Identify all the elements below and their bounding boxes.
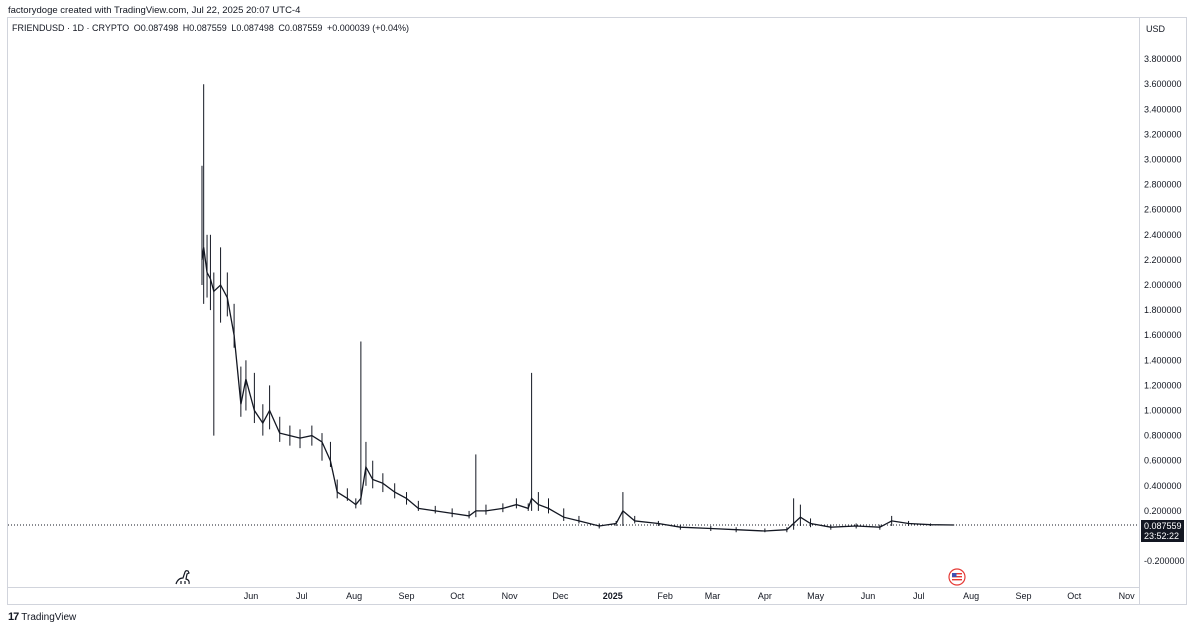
y-tick-label: 1.800000 [1144, 305, 1182, 315]
x-tick-label: Nov [502, 591, 519, 601]
y-tick-label: 2.600000 [1144, 205, 1182, 215]
x-tick-label: Mar [705, 591, 721, 601]
y-tick-label: 1.200000 [1144, 380, 1182, 390]
y-tick-label: 2.800000 [1144, 180, 1182, 190]
x-tick-label: Apr [758, 591, 772, 601]
y-tick-label: 3.200000 [1144, 129, 1182, 139]
y-tick-label: 0.800000 [1144, 431, 1182, 441]
y-tick-label: -0.200000 [1144, 556, 1185, 566]
legend-change: +0.000039 (+0.04%) [326, 23, 410, 33]
x-tick-label: Aug [346, 591, 362, 601]
x-tick-label: Feb [657, 591, 673, 601]
price-axis-separator [1139, 17, 1140, 605]
y-tick-label: 3.400000 [1144, 104, 1182, 114]
footer-brand[interactable]: 17 TradingView [8, 611, 76, 623]
y-tick-label: 1.000000 [1144, 406, 1182, 416]
time-axis-separator [7, 587, 1139, 588]
y-tick-label: 2.400000 [1144, 230, 1182, 240]
y-tick-label: 0.200000 [1144, 506, 1182, 516]
y-tick-label: 0.400000 [1144, 481, 1182, 491]
legend-high: H0.087559 [182, 23, 227, 33]
candles [201, 84, 955, 533]
price-series-line [201, 247, 955, 532]
x-tick-label: 2025 [603, 591, 623, 601]
x-tick-label: Oct [450, 591, 465, 601]
us-flag-icon[interactable] [948, 568, 966, 586]
dinosaur-icon [175, 570, 190, 585]
y-tick-label: 3.800000 [1144, 54, 1182, 64]
legend-low: L0.087498 [231, 23, 274, 33]
legend-open: O0.087498 [133, 23, 179, 33]
y-tick-label: 3.600000 [1144, 79, 1182, 89]
x-tick-label: Dec [552, 591, 569, 601]
candle-countdown: 23:52:22 [1144, 531, 1180, 541]
x-tick-label: Aug [963, 591, 979, 601]
x-tick-label: Sep [399, 591, 415, 601]
y-tick-label: 1.600000 [1144, 330, 1182, 340]
x-tick-label: May [807, 591, 825, 601]
time-axis[interactable]: Jun Jul Aug Sep Oct Nov Dec 2025 Feb Mar Apr May Jun… [244, 591, 1135, 601]
currency-label[interactable]: USD [1146, 24, 1166, 34]
price-axis[interactable]: 3.800000 3.600000 3.400000 3.200000 3.000000… [1144, 54, 1185, 566]
x-tick-label: Jun [861, 591, 876, 601]
x-tick-label: Jul [913, 591, 925, 601]
legend-symbol[interactable]: FRIENDUSD · 1D · CRYPTO [12, 23, 130, 33]
y-tick-label: 2.200000 [1144, 255, 1182, 265]
x-tick-label: Sep [1016, 591, 1032, 601]
y-tick-label: 2.000000 [1144, 280, 1182, 290]
x-tick-label: Nov [1119, 591, 1136, 601]
footer-brand-text: TradingView [21, 611, 77, 623]
y-tick-label: 0.600000 [1144, 456, 1182, 466]
chart-frame [7, 17, 1187, 605]
legend-close: C0.087559 [278, 23, 323, 33]
x-tick-label: Jul [296, 591, 308, 601]
y-tick-label: 3.000000 [1144, 155, 1182, 165]
last-price-value: 0.087559 [1144, 521, 1182, 531]
last-price-label: 0.087559 23:52:22 [1141, 520, 1184, 542]
ohlc-legend: FRIENDUSD · 1D · CRYPTO O0.087498 H0.087… [12, 23, 411, 33]
y-tick-label: 1.400000 [1144, 355, 1182, 365]
tradingview-logo-icon: 17 [8, 611, 19, 623]
x-tick-label: Oct [1067, 591, 1082, 601]
x-tick-label: Jun [244, 591, 259, 601]
attribution-text: factorydoge created with TradingView.com… [8, 5, 301, 16]
